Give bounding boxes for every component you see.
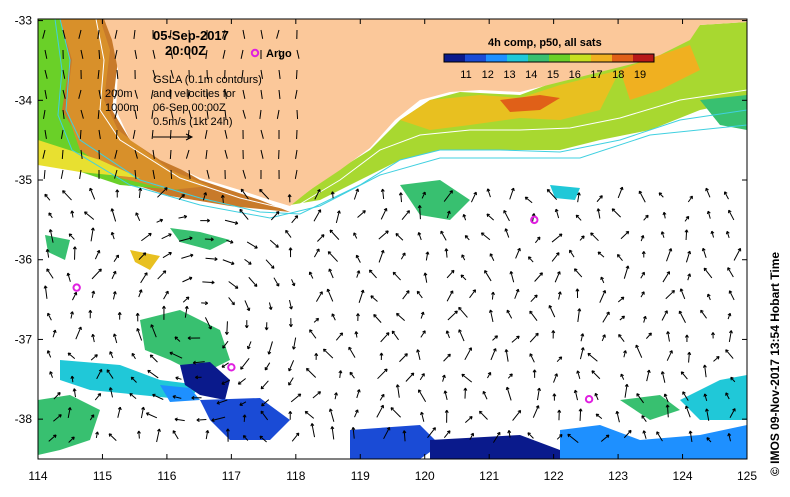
colorbar-tick-label: 12 (482, 69, 494, 81)
x-tick-label: 123 (608, 469, 628, 483)
y-tick-label: -35 (15, 173, 33, 187)
velocity-arrow (170, 130, 171, 139)
x-tick-label: 114 (28, 469, 47, 483)
depth-label-1000: 1000m (105, 102, 139, 114)
colorbar-segment (591, 54, 613, 62)
x-tick-label: 125 (737, 469, 757, 483)
colorbar-tick-label: 17 (590, 69, 602, 81)
gsla-line-4: 0.5m/s (1kt 24h) (153, 116, 232, 128)
colorbar-tick-label: 13 (503, 69, 515, 81)
colorbar-title: 4h comp, p50, all sats (488, 37, 602, 49)
map-time: 20:00Z (165, 43, 206, 58)
x-tick-label: 124 (673, 469, 693, 483)
argo-legend-label: Argo (266, 48, 292, 60)
gsla-line-1: GSLA (0.1m contours) (153, 74, 262, 86)
x-tick-label: 115 (93, 469, 112, 483)
gsla-line-2: and velocities for (153, 88, 236, 100)
x-tick-label: 119 (351, 469, 370, 483)
y-tick-label: -36 (15, 253, 33, 267)
x-tick-label: 117 (222, 469, 241, 483)
velocity-arrow (99, 50, 100, 59)
x-tick-label: 120 (415, 469, 435, 483)
colorbar-segment (507, 54, 529, 62)
velocity-arrow (62, 150, 63, 159)
colorbar-segment (570, 54, 592, 62)
credit-text: © IMOS 09-Nov-2017 13:54 Hobart Time (768, 252, 782, 476)
velocity-arrow (297, 110, 298, 119)
gsla-line-3: 06-Sep 00:00Z (153, 102, 226, 114)
colorbar-tick-label: 19 (634, 69, 646, 81)
colorbar-segment (528, 54, 550, 62)
y-tick-label: -37 (15, 332, 33, 346)
y-tick-label: -38 (15, 412, 33, 426)
velocity-arrow (116, 130, 117, 139)
colorbar-tick-label: 18 (612, 69, 624, 81)
colorbar-tick-label: 14 (525, 69, 537, 81)
colorbar-segment (486, 54, 508, 62)
colorbar-segment (549, 54, 571, 62)
velocity-arrow (296, 70, 297, 79)
colorbar-tick-label: 15 (547, 69, 559, 81)
depth-label-200: 200m (105, 88, 133, 100)
colorbar-segment (444, 54, 466, 62)
x-tick-label: 118 (286, 469, 305, 483)
x-tick-label: 121 (479, 469, 499, 483)
x-tick-label: 122 (544, 469, 564, 483)
colorbar-segment (612, 54, 634, 62)
colorbar-segment (465, 54, 487, 62)
y-tick-label: -33 (15, 14, 33, 28)
colorbar-tick-label: 11 (460, 69, 471, 81)
colorbar-segment (633, 54, 655, 62)
velocity-arrow (80, 130, 81, 139)
x-tick-label: 116 (157, 469, 176, 483)
map-date: 05-Sep-2017 (153, 28, 229, 43)
velocity-arrow (171, 170, 172, 179)
colorbar-tick-label: 16 (569, 69, 581, 81)
velocity-arrow (170, 150, 171, 159)
y-tick-label: -34 (15, 93, 33, 107)
